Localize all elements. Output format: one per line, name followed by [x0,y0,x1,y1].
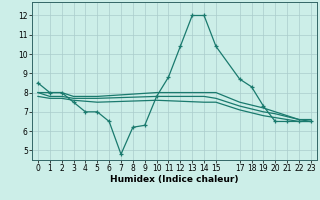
X-axis label: Humidex (Indice chaleur): Humidex (Indice chaleur) [110,175,239,184]
